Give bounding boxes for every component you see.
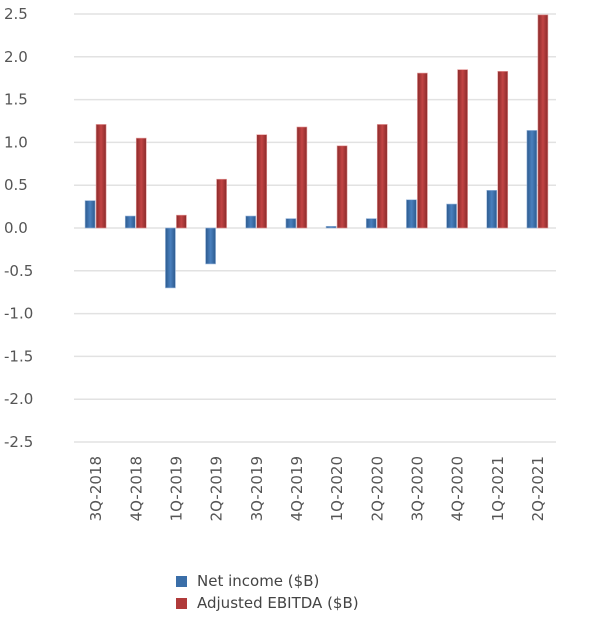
bar-adjusted-ebitda — [216, 178, 227, 229]
bar-adjusted-ebitda — [296, 126, 308, 229]
y-tick-label: 1.5 — [4, 91, 28, 109]
bar-net-income — [365, 218, 377, 229]
y-tick-label: 2.5 — [4, 5, 28, 23]
bar-net-income — [124, 215, 136, 229]
bar-net-income — [486, 190, 498, 229]
legend-label-adjusted-ebitda: Adjusted EBITDA ($B) — [197, 594, 359, 612]
y-tick-label: -1.5 — [4, 347, 33, 365]
y-tick-label: -2.0 — [4, 390, 33, 408]
y-tick-label: -0.5 — [4, 262, 33, 280]
x-tick-label: 3Q-2019 — [248, 456, 266, 521]
x-tick-label: 3Q-2020 — [408, 456, 426, 521]
bar-net-income — [84, 200, 96, 229]
x-tick-label: 1Q-2019 — [167, 456, 185, 521]
x-tick-label: 4Q-2019 — [288, 456, 306, 521]
bar-net-income — [285, 218, 297, 229]
bar-net-income — [325, 225, 337, 229]
y-tick-label: 0.5 — [4, 176, 28, 194]
bar-net-income — [446, 203, 457, 229]
x-tick-label: 2Q-2020 — [368, 456, 386, 521]
legend-label-net-income: Net income ($B) — [197, 572, 320, 590]
x-tick-label: 1Q-2020 — [328, 456, 346, 521]
bar-chart: 2.5 2.0 1.5 1.0 0.5 0.0 -0.5 -1.0 -1.5 -2.0 -2.5 3Q… — [4, 5, 556, 521]
y-tick-label: -2.5 — [4, 433, 33, 451]
x-tick-label: 2Q-2019 — [208, 456, 226, 521]
legend-item-adjusted-ebitda: Adjusted EBITDA ($B) — [176, 592, 359, 614]
legend-swatch-net-income — [176, 575, 187, 587]
bar-adjusted-ebitda — [457, 69, 468, 229]
bar-net-income — [205, 227, 216, 265]
x-tick-label: 1Q-2021 — [489, 456, 507, 521]
legend-item-net-income: Net income ($B) — [176, 570, 359, 592]
bar-net-income — [245, 215, 257, 229]
y-tick-label: 0.0 — [4, 219, 28, 237]
y-tick-label: 2.0 — [4, 48, 28, 66]
legend: Net income ($B) Adjusted EBITDA ($B) — [176, 570, 359, 614]
bar-adjusted-ebitda — [376, 124, 388, 229]
bar-net-income — [406, 199, 417, 229]
bar-adjusted-ebitda — [256, 134, 268, 229]
x-tick-label: 4Q-2018 — [127, 456, 145, 521]
bar-net-income — [526, 130, 538, 229]
y-tick-label: 1.0 — [4, 133, 28, 151]
y-tick-label: -1.0 — [4, 305, 33, 323]
bar-adjusted-ebitda — [95, 124, 107, 229]
bar-adjusted-ebitda — [135, 137, 147, 229]
bar-adjusted-ebitda — [336, 145, 348, 229]
bar-adjusted-ebitda — [176, 214, 187, 229]
bar-adjusted-ebitda — [497, 71, 509, 229]
bar-adjusted-ebitda — [537, 14, 549, 229]
x-tick-label: 4Q-2020 — [449, 456, 467, 521]
bar-net-income — [165, 227, 176, 289]
x-tick-label: 3Q-2018 — [87, 456, 105, 521]
bar-adjusted-ebitda — [417, 72, 428, 229]
legend-swatch-adjusted-ebitda — [176, 597, 187, 609]
x-tick-label: 2Q-2021 — [529, 456, 547, 521]
